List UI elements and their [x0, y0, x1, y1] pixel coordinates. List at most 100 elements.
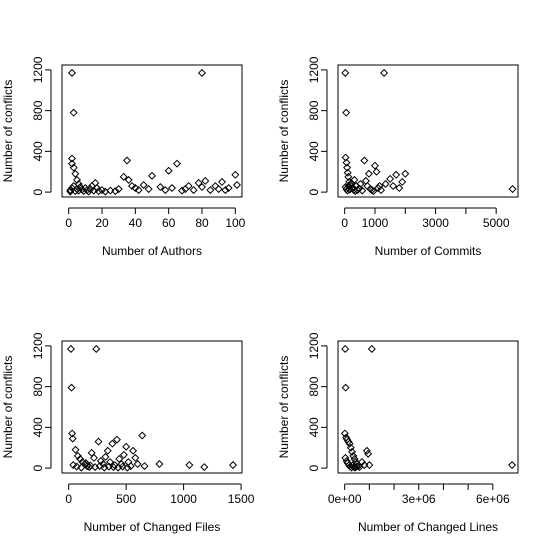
data-point: [106, 457, 115, 467]
data-point: [197, 183, 207, 192]
data-point: [389, 181, 398, 191]
x-tick-label: 3e+06: [402, 492, 436, 506]
x-tick-label: 1000: [170, 492, 197, 506]
data-point: [217, 177, 227, 186]
data-point: [92, 184, 102, 193]
data-point: [164, 166, 173, 175]
data-point: [401, 169, 410, 178]
y-tick-label: 800: [307, 376, 321, 396]
points: [66, 344, 238, 472]
x-tick-label: 0: [65, 492, 72, 506]
data-point: [66, 186, 75, 195]
data-point: [71, 187, 80, 196]
data-point: [114, 463, 123, 472]
data-point: [122, 156, 132, 165]
data-point: [364, 449, 373, 458]
data-point: [133, 460, 142, 469]
data-point: [398, 177, 407, 186]
y-tick-label: 400: [31, 141, 45, 161]
data-point: [194, 178, 203, 187]
data-point: [68, 434, 77, 443]
data-point: [108, 439, 117, 448]
data-point: [341, 68, 350, 77]
data-point: [214, 185, 223, 194]
x-axis-title: Number of Authors: [102, 244, 202, 258]
y-tick-label: 400: [307, 417, 321, 437]
x-tick-label: 1500: [228, 492, 255, 506]
data-point: [372, 167, 381, 176]
data-point: [369, 187, 378, 196]
data-point: [343, 163, 352, 172]
data-point: [76, 183, 85, 192]
data-point: [86, 461, 95, 470]
data-point: [72, 462, 81, 471]
data-point: [100, 463, 109, 472]
data-point: [508, 461, 517, 470]
data-point: [346, 443, 355, 452]
data-point: [69, 108, 78, 117]
y-tick-label: 800: [307, 100, 321, 120]
x-tick-label: 20: [95, 216, 109, 230]
data-point: [348, 447, 357, 456]
data-point: [161, 186, 170, 195]
x-tick-label: 500: [116, 492, 136, 506]
data-point: [71, 445, 80, 454]
data-point: [101, 452, 110, 461]
data-point: [114, 185, 123, 194]
data-point: [122, 442, 131, 451]
x-tick-label: 0e+00: [328, 492, 362, 506]
data-point: [365, 461, 374, 470]
data-point: [224, 184, 233, 193]
data-point: [342, 158, 351, 167]
y-axis-title: Number of conflicts: [277, 356, 291, 459]
x-tick-label: 60: [162, 216, 176, 230]
data-point: [127, 181, 137, 191]
data-point: [392, 170, 401, 179]
data-point: [112, 435, 121, 444]
data-point: [232, 180, 242, 189]
x-tick-label: 0: [65, 216, 72, 230]
y-tick-label: 1200: [31, 56, 45, 83]
data-point: [377, 186, 386, 195]
data-point: [67, 154, 77, 163]
x-axis-title: Number of Changed Files: [84, 520, 221, 534]
data-point: [358, 186, 367, 195]
data-point: [89, 453, 98, 462]
x-tick-label: 3000: [422, 216, 449, 230]
x-axis-title: Number of Changed Lines: [358, 520, 498, 534]
data-point: [349, 451, 358, 460]
data-point: [340, 429, 349, 438]
data-point: [140, 462, 149, 471]
data-point: [139, 180, 148, 189]
data-point: [66, 344, 75, 353]
data-point: [508, 185, 517, 194]
data-point: [356, 179, 365, 188]
x-tick-label: 0: [341, 216, 348, 230]
data-point: [206, 186, 215, 195]
data-point: [91, 463, 100, 472]
data-point: [81, 459, 90, 468]
data-point: [156, 183, 165, 192]
data-point: [172, 159, 182, 168]
x-tick-label: 1000: [362, 216, 389, 230]
data-point: [129, 446, 138, 455]
x-tick-label: 6e+06: [476, 492, 510, 506]
data-point: [349, 184, 358, 193]
plot-frame: [337, 64, 519, 198]
points: [340, 344, 517, 472]
data-point: [344, 437, 353, 446]
data-point: [362, 446, 371, 455]
data-point: [360, 156, 369, 165]
data-point: [124, 457, 133, 467]
panel-2: 0 1000 3000 5000 0 400 800 1200 Number of Commit…: [277, 56, 519, 258]
y-tick-label: 1200: [307, 332, 321, 359]
data-point: [106, 186, 115, 195]
points: [341, 68, 517, 196]
data-point: [395, 184, 404, 193]
data-point: [167, 184, 177, 193]
data-point: [367, 344, 376, 353]
data-point: [197, 68, 207, 77]
data-point: [344, 181, 353, 191]
y-tick-label: 0: [307, 188, 321, 195]
